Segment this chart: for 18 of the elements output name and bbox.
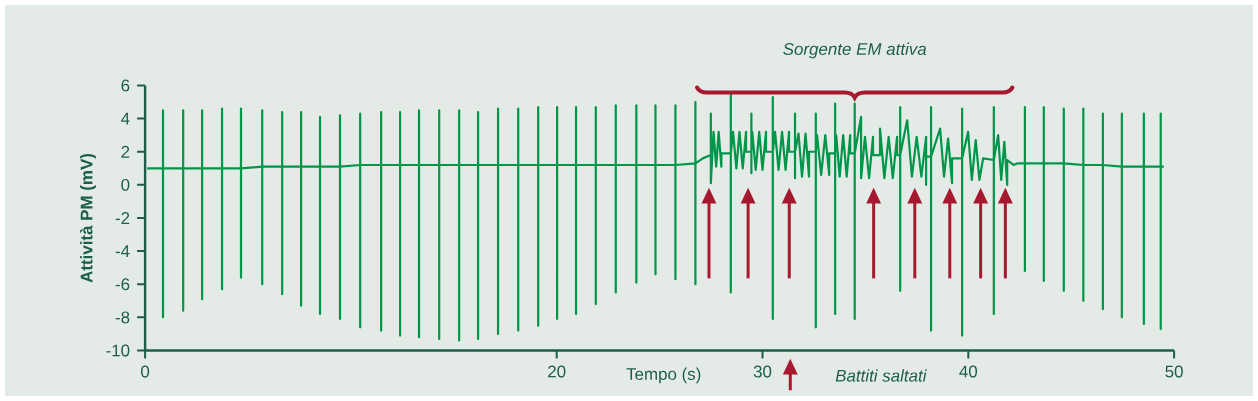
text: Battiti saltati <box>835 369 927 382</box>
y-tick-label: 2 <box>121 145 130 158</box>
x-tick-label: 40 <box>959 365 978 378</box>
x-axis-title: Tempo (s) <box>626 367 701 384</box>
x-tick-label: 50 <box>1165 365 1183 378</box>
y-tick-label: -8 <box>115 311 130 324</box>
y-axis-title: Attività PM (mV) <box>79 153 96 283</box>
x-tick-label: 20 <box>548 365 566 378</box>
y-tick-label: 6 <box>121 79 130 92</box>
x-tick-label: 0 <box>141 365 150 378</box>
y-tick-label: -10 <box>106 344 130 357</box>
y-tick-label: 4 <box>121 112 130 125</box>
y-tick-label: -6 <box>115 278 130 291</box>
y-tick-label: -2 <box>115 212 130 224</box>
x-tick-label: 30 <box>753 365 772 378</box>
y-tick-label: -4 <box>115 245 130 257</box>
y-tick-label: 0 <box>121 178 130 191</box>
text: Sorgente EM attiva <box>783 42 927 59</box>
